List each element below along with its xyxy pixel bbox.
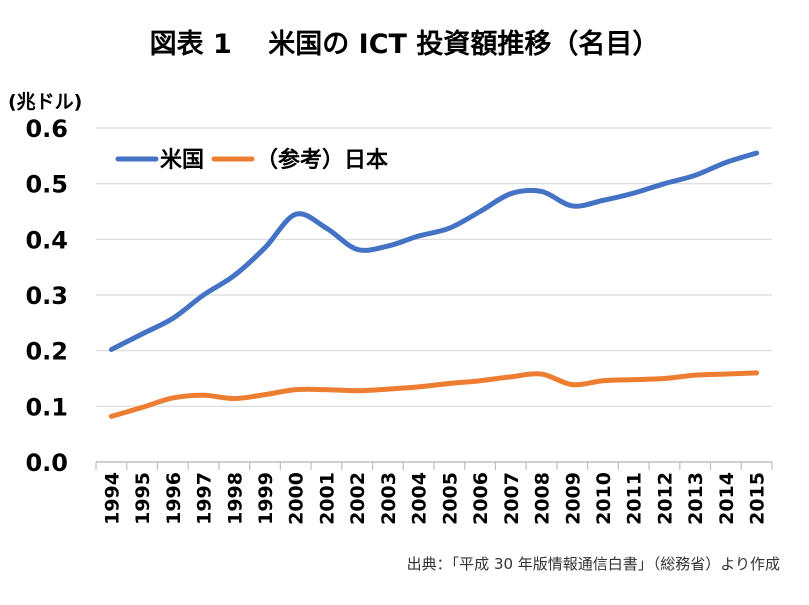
series-line-2 — [108, 370, 760, 419]
y-tick-label: 0.2 — [25, 338, 68, 366]
y-tick-label: 0.0 — [25, 449, 68, 477]
x-tick-label: 2015 — [747, 472, 769, 525]
x-tick-label: 2003 — [378, 472, 400, 525]
series-line-1 — [108, 150, 760, 353]
grid-lines — [96, 127, 772, 407]
x-tick-label: 2013 — [685, 472, 707, 525]
x-tick-label: 1994 — [101, 472, 123, 525]
x-tick-label: 2006 — [470, 472, 492, 525]
x-tick-label: 1995 — [132, 472, 154, 525]
y-tick-label: 0.4 — [25, 226, 68, 254]
y-tick-label: 0.6 — [25, 115, 68, 143]
x-tick-label: 2004 — [409, 472, 431, 525]
x-tick-label: 2005 — [439, 472, 461, 525]
legend-label-2: （参考）日本 — [256, 147, 388, 173]
x-tick-label: 2009 — [562, 472, 584, 525]
x-tick-label: 2001 — [316, 472, 338, 525]
x-tick-label: 1996 — [163, 472, 185, 525]
legend-label-1: 米国 — [160, 148, 204, 173]
x-tick-label: 2011 — [624, 472, 646, 525]
x-tick-label: 2012 — [654, 472, 676, 525]
x-tick-label: 2010 — [593, 472, 615, 525]
x-tick-label: 2014 — [716, 472, 738, 525]
y-tick-label: 0.1 — [25, 393, 68, 421]
x-tick-label: 2007 — [501, 472, 523, 525]
y-axis-label: (兆ドル) — [8, 91, 82, 113]
y-tick-label: 0.3 — [25, 282, 68, 310]
chart-title: 図表 1 米国の ICT 投資額推移（名目） — [149, 29, 660, 60]
x-tick-label: 1998 — [224, 472, 246, 525]
y-tick-label: 0.5 — [25, 171, 68, 199]
series-lines — [108, 150, 760, 419]
x-tick-label: 2002 — [347, 472, 369, 525]
source-note: 出典：「平成 30 年版情報通信白書」（総務省）より作成 — [406, 555, 780, 573]
x-tick-label: 1999 — [255, 472, 277, 525]
x-tick-label: 2000 — [286, 472, 308, 525]
legend: 米国 （参考）日本 — [115, 147, 388, 173]
x-tick-label: 1997 — [194, 472, 216, 525]
x-tick-label: 2008 — [532, 472, 554, 525]
axes: 0.0 0.1 0.2 0.3 0.4 0.5 0.6 1994 1995 1996 1997 199… — [25, 115, 773, 525]
